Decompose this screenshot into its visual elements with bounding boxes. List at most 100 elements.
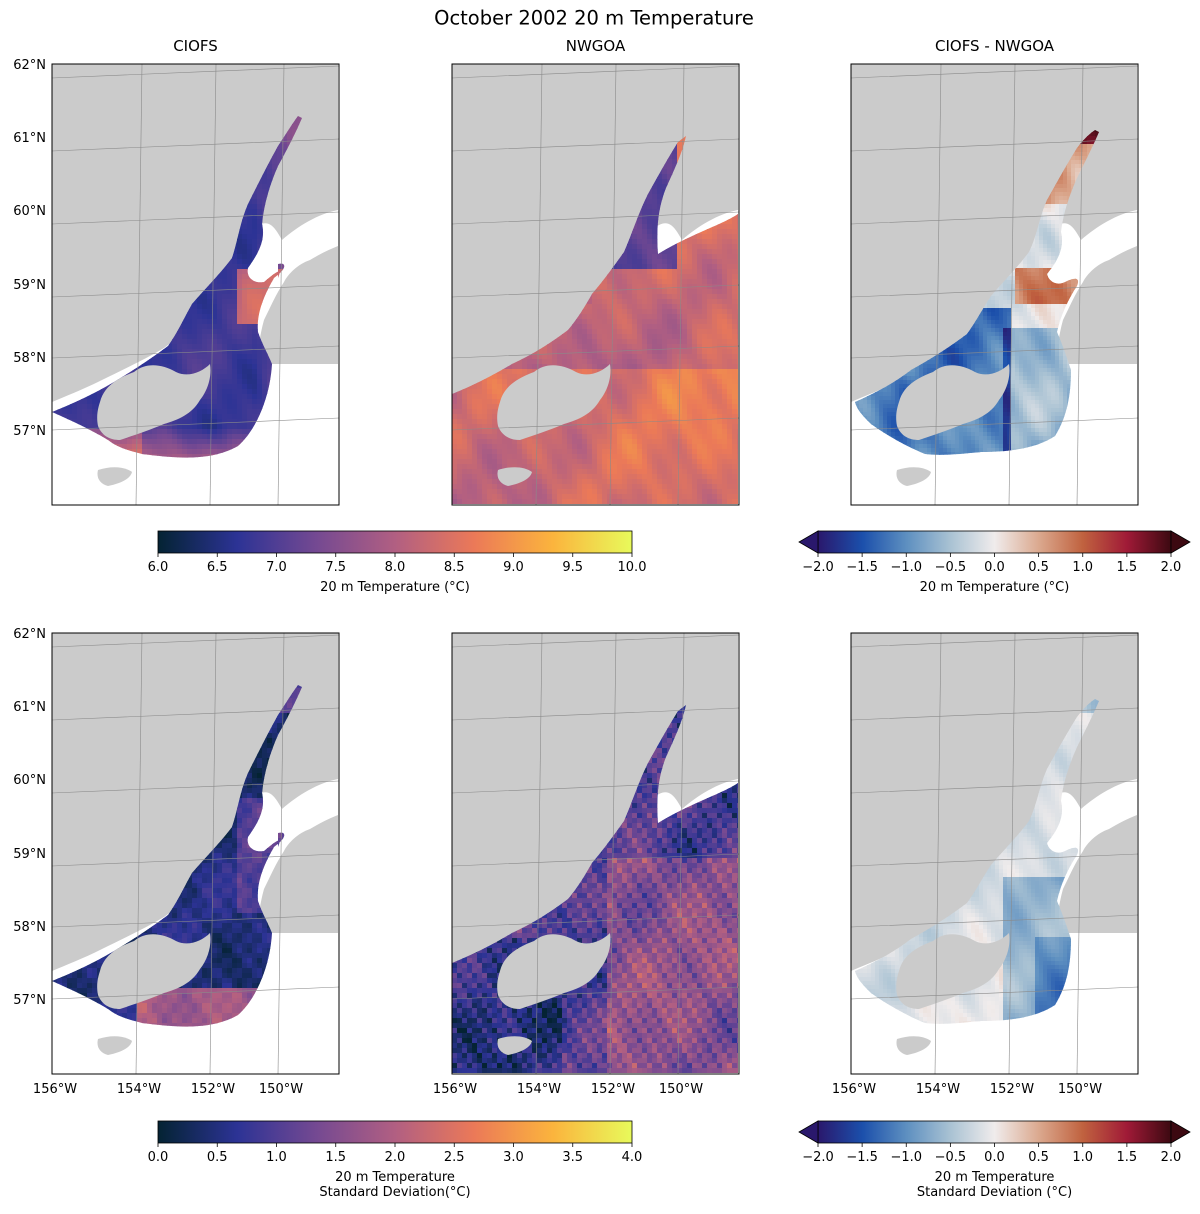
lon-tick-label: 152°W: [591, 1082, 635, 1097]
lon-tick-label: 152°W: [990, 1082, 1034, 1097]
colorbar-label: 20 m Temperature: [335, 1170, 455, 1185]
colorbar-tick-label: 1.0: [266, 1150, 287, 1165]
colorbar-thermal-1: 6.0 6.5 7.0 7.5 8.0 8.5 9.0 9.5 10.0 20 m Tempera…: [148, 530, 647, 595]
colorbar-tick-label: −1.0: [890, 1150, 922, 1165]
lat-tick-label: 62°N: [13, 58, 46, 73]
lon-tick-label: 150°W: [1058, 1082, 1102, 1097]
colorbar-label: Standard Deviation (°C): [917, 1185, 1072, 1200]
lon-tick-label: 150°W: [259, 1082, 303, 1097]
graticule: [451, 63, 740, 506]
colorbar-tick-label: 2.5: [444, 1150, 465, 1165]
colorbar-tick-label: 1.5: [1117, 560, 1138, 575]
panel-title: NWGOA: [566, 37, 626, 55]
colorbar-tick-label: 6.5: [207, 560, 228, 575]
colorbar-tick-label: −1.5: [846, 1150, 878, 1165]
colorbar-gradient: [817, 1120, 1172, 1144]
map-panel-stddev-difference: 156°W 154°W 152°W 150°W: [832, 632, 1139, 1097]
colorbar-tick-label: 9.5: [562, 560, 583, 575]
colorbar-tick-label: 10.0: [618, 560, 647, 575]
colorbar-tick-label: 2.0: [1161, 560, 1182, 575]
colorbar-diverging-1: −2.0 −1.5 −1.0 −0.5 0.0 0.5 1.0 1.5 2.0 20 m Temp…: [798, 530, 1191, 595]
colorbar-gradient: [157, 530, 633, 554]
colorbar-tick-label: 0.0: [984, 1150, 1005, 1165]
figure-title: October 2002 20 m Temperature: [434, 7, 754, 30]
map-panel-stddev-ciofs: 62°N 61°N 60°N 59°N 58°N 57°N 156°W 154°W 152°W 1…: [13, 627, 340, 1097]
graticule: [51, 63, 340, 506]
map-panel-temperature-difference: CIOFS - NWGOA: [850, 37, 1139, 506]
colorbar-tick-label: −0.5: [935, 560, 967, 575]
colorbar-tick-label: 6.0: [148, 560, 169, 575]
colorbar-label: 20 m Temperature (°C): [320, 580, 470, 595]
colorbar-tick-label: 8.0: [385, 560, 406, 575]
lat-tick-label: 57°N: [13, 993, 46, 1008]
graticule: [51, 632, 340, 1075]
colorbar-thermal-2: 0.0 0.5 1.0 1.5 2.0 2.5 3.0 3.5 4.0 20 m Temperat…: [148, 1120, 643, 1200]
lon-tick-label: 156°W: [33, 1082, 77, 1097]
lon-tick-label: 150°W: [659, 1082, 703, 1097]
colorbar-tick-label: −2.0: [802, 1150, 834, 1165]
lon-tick-label: 154°W: [117, 1082, 161, 1097]
lat-tick-label: 58°N: [13, 351, 46, 366]
colorbar-tick-label: 7.5: [325, 560, 346, 575]
graticule: [850, 63, 1139, 506]
colorbar-label: 20 m Temperature: [935, 1170, 1055, 1185]
colorbar-extend-high: [1170, 1120, 1191, 1144]
lat-tick-label: 59°N: [13, 847, 46, 862]
colorbar-extend-low: [798, 1120, 819, 1144]
colorbar-tick-label: 4.0: [622, 1150, 643, 1165]
panel-title: CIOFS - NWGOA: [935, 37, 1055, 55]
panel-frame: [51, 632, 340, 1075]
colorbar-gradient: [157, 1120, 633, 1144]
lat-tick-label: 58°N: [13, 920, 46, 935]
lon-tick-label: 154°W: [517, 1082, 561, 1097]
panel-frame: [850, 63, 1139, 506]
graticule: [850, 632, 1139, 1075]
lon-tick-label: 156°W: [433, 1082, 477, 1097]
colorbar-tick-label: 0.5: [207, 1150, 228, 1165]
colorbar-label: Standard Deviation(°C): [319, 1185, 470, 1200]
lat-tick-label: 59°N: [13, 278, 46, 293]
panel-frame: [451, 63, 740, 506]
colorbar-tick-label: 1.5: [325, 1150, 346, 1165]
colorbar-tick-label: −1.5: [846, 560, 878, 575]
lon-tick-label: 152°W: [191, 1082, 235, 1097]
colorbar-tick-label: 9.0: [503, 560, 524, 575]
lat-tick-label: 62°N: [13, 627, 46, 642]
lat-tick-label: 61°N: [13, 131, 46, 146]
colorbar-extend-low: [798, 530, 819, 554]
lon-tick-label: 154°W: [916, 1082, 960, 1097]
colorbar-gradient: [817, 530, 1172, 554]
graticule: [451, 632, 740, 1075]
lat-tick-label: 57°N: [13, 424, 46, 439]
colorbar-tick-label: 1.0: [1072, 1150, 1093, 1165]
colorbar-tick-label: 0.0: [148, 1150, 169, 1165]
colorbar-label: 20 m Temperature (°C): [920, 580, 1070, 595]
colorbar-tick-label: 8.5: [444, 560, 465, 575]
lat-tick-label: 60°N: [13, 773, 46, 788]
colorbar-tick-label: 3.0: [503, 1150, 524, 1165]
lat-tick-label: 61°N: [13, 700, 46, 715]
colorbar-diverging-2: −2.0 −1.5 −1.0 −0.5 0.0 0.5 1.0 1.5 2.0 20 m Temp…: [798, 1120, 1191, 1200]
colorbar-tick-label: 0.5: [1028, 560, 1049, 575]
lon-tick-label: 156°W: [832, 1082, 876, 1097]
colorbar-tick-label: −2.0: [802, 560, 834, 575]
panel-frame: [51, 63, 340, 506]
colorbar-tick-label: 7.0: [266, 560, 287, 575]
colorbar-tick-label: 2.0: [385, 1150, 406, 1165]
panel-frame: [850, 632, 1139, 1075]
map-panel-temperature-nwgoa: NWGOA: [451, 37, 740, 506]
colorbar-tick-label: 1.5: [1117, 1150, 1138, 1165]
colorbar-tick-label: 1.0: [1072, 560, 1093, 575]
panel-title: CIOFS: [173, 37, 218, 55]
colorbar-tick-label: −1.0: [890, 560, 922, 575]
colorbar-tick-label: 2.0: [1161, 1150, 1182, 1165]
colorbar-tick-label: 0.5: [1028, 1150, 1049, 1165]
map-panel-temperature-ciofs: CIOFS 62°N 61°N 60°N 59°N 58°N 57°N: [13, 37, 340, 506]
lat-tick-label: 60°N: [13, 204, 46, 219]
panel-frame: [451, 632, 740, 1075]
colorbar-tick-label: 0.0: [984, 560, 1005, 575]
colorbar-extend-high: [1170, 530, 1191, 554]
map-panel-stddev-nwgoa: 156°W 154°W 152°W 150°W: [433, 632, 740, 1097]
colorbar-tick-label: −0.5: [935, 1150, 967, 1165]
